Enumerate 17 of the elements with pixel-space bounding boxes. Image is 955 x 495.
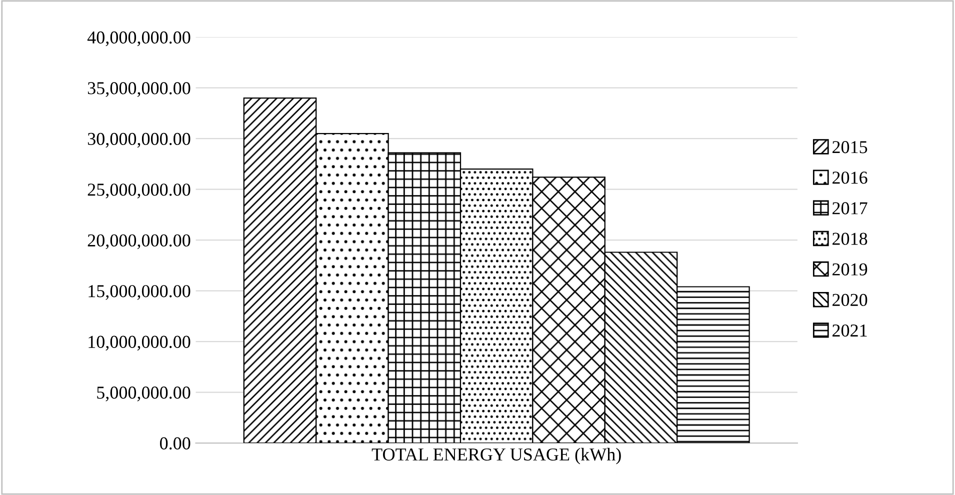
legend-label: 2016 [832, 172, 868, 184]
y-tick-label: 5,000,000.00 [97, 386, 190, 402]
y-tick-label: 25,000,000.00 [88, 184, 190, 198]
y-tick-label: 10,000,000.00 [88, 336, 190, 351]
y-tick-label: 40,000,000.00 [87, 31, 190, 46]
legend-label: 2018 [832, 232, 868, 245]
legend-label: 2017 [832, 202, 868, 214]
legend-label: 2019 [832, 263, 868, 276]
y-tick-label: 30,000,000.00 [88, 132, 190, 148]
x-tick-label: TOTAL ENERGY USAGE (kWh) [372, 448, 621, 464]
y-tick-label: 35,000,000.00 [88, 82, 190, 97]
legend-label: 2020 [832, 294, 868, 306]
legend-label: 2021 [832, 324, 867, 337]
y-tick-label: 15,000,000.00 [88, 285, 190, 300]
legend-label: 2015 [832, 141, 868, 154]
y-tick-label: 0.00 [160, 437, 190, 450]
y-tick-label: 20,000,000.00 [88, 234, 190, 250]
